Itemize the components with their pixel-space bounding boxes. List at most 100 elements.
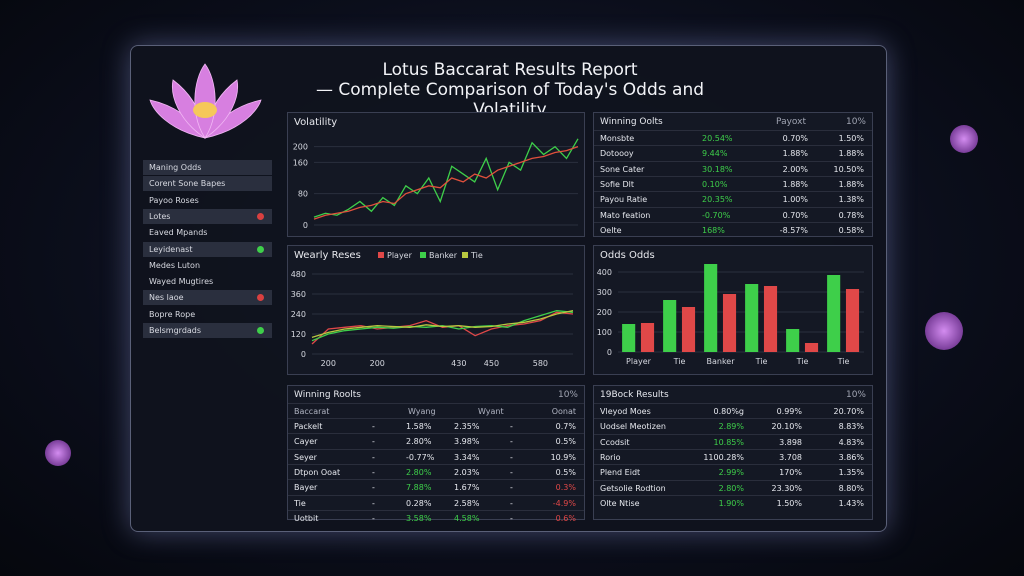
panel-title: Wearly Reses [294,250,361,261]
table-cell: Cayer [294,437,318,447]
x-tick-label: Player [626,357,652,366]
line-series [313,146,579,220]
x-tick-label: 430 [451,359,466,368]
y-tick-label: 100 [597,328,612,337]
sidebar-item: Eaved Mpands [143,225,272,240]
y-tick-label: 200 [597,308,612,317]
odds-panel: Odds Odds 0 100 200 300 400 Player Tie Banker Tie… [593,245,873,375]
bar [663,300,677,352]
table-row: Tie - 0.28% 2.58% - -4.9% [288,494,584,511]
table-cell: - [510,422,513,431]
table-cell: 0.58% [838,225,864,235]
table-cell: 1.38% [838,195,864,205]
x-tick-label: Tie [796,357,809,366]
x-tick-label: 580 [533,359,548,368]
table-cell: - [510,467,513,477]
x-tick-label: Tie [837,357,850,366]
table-cell: 1.88% [782,149,808,159]
table-cell: Plend Eidt [600,468,641,478]
table-cell: 1.88% [838,179,864,189]
legend-label: Banker [429,251,458,260]
table-cell: 0.70% [782,210,808,220]
table-cell: - [510,483,513,493]
table-cell: 2.35% [454,422,480,431]
table-row: Monsbte 20.54% 0.70% 1.50% [594,130,872,146]
table-cell: Tie [294,498,306,508]
table-cell: - [510,513,513,523]
table-columns: Baccarat Wyang Wyant Oonat [288,403,584,419]
table-cell: 0.5% [555,467,576,477]
y-tick-label: 200 [293,143,308,152]
table-cell: 23.30% [771,483,802,493]
column-header: Oonat [551,407,576,416]
table-cell: 3.898 [779,437,802,447]
y-tick-label: 0 [303,221,308,230]
table-cell: 20.70% [833,407,864,416]
sidebar-item: Maning Odds [143,160,272,175]
table-cell: 4.83% [838,437,864,447]
table-cell: Getsolie Rodtion [600,483,666,493]
table-cell: 0.78% [838,210,864,220]
table-row: Uotbit - 3.58% 4.58% - 0.6% [288,509,584,526]
y-tick-label: 80 [298,190,308,199]
sidebar-item: Wayed Mugtires [143,274,272,289]
status-dot [257,294,264,302]
sidebar-label: Maning Odds [149,163,202,172]
bar [704,264,718,352]
table-row: Getsolie Rodtion 2.80% 23.30% 8.80% [594,479,872,496]
table-cell: 10.9% [550,452,576,462]
table-row: Payou Ratie 20.35% 1.00% 1.38% [594,191,872,207]
decor-orb [950,125,978,153]
x-tick-label: Banker [706,357,735,366]
lotus-logo [149,63,262,139]
table-cell: 8.80% [838,483,864,493]
table-cell: Sofie Dlt [600,179,634,189]
table-header: Winning Oolts Payoxt 10% [594,115,872,130]
table-cell: 30.18% [702,164,733,174]
table-row: Packelt - 1.58% 2.35% - 0.7% [288,418,584,434]
table-cell: - [372,483,375,493]
y-tick-label: 360 [291,290,306,299]
header-cell: Winning Roolts [294,390,361,400]
y-tick-label: 160 [293,158,308,167]
table-cell: 3.86% [838,452,864,462]
table-cell: - [372,452,375,462]
sidebar-label: Leyidenast [149,244,193,254]
table-row: Rorio 1100.28% 3.708 3.86% [594,448,872,465]
y-tick-label: 240 [291,310,306,319]
header-cell: 10% [557,390,578,400]
sidebar-item: Lotes [143,208,272,224]
table-cell: 1.35% [838,468,864,478]
table-row: Cayer - 2.80% 3.98% - 0.5% [288,433,584,449]
table-cell: - [372,513,375,523]
status-dot [257,327,264,334]
legend-label: Player [387,251,413,260]
table-cell: - [510,437,513,447]
volatility-panel: Volatility 0 80 160 200 [287,112,585,237]
table-row: Dotoooy 9.44% 1.88% 1.88% [594,145,872,161]
table-cell: 0.28% [406,498,432,508]
sidebar-label: Bopre Rope [149,309,196,319]
table-cell: 0.80%g [713,407,745,416]
table-cell: 7.88% [406,483,432,493]
winning-results-panel: Winning Roolts 10% Baccarat Wyang Wyant Oonat… [287,385,585,523]
table-cell: 1.88% [782,179,808,189]
table-cell: 10.85% [713,437,744,447]
status-dot [257,245,264,253]
line-series [313,138,579,218]
table-cell: Uotbit [294,513,319,523]
table-cell: -0.70% [702,210,731,220]
line-series [311,310,574,342]
bar [827,275,841,352]
legend-swatch [378,252,384,258]
table-cell: 1100.28% [703,452,744,462]
table-cell: - [510,452,513,462]
x-tick-label: 200 [321,359,336,368]
legend-label: Tie [470,251,483,260]
sidebar-item: Belsmgrdads [143,323,272,338]
decor-orb [925,312,963,350]
table-cell: 2.80% [406,467,432,477]
bar [786,329,800,352]
table-cell: - [372,422,375,431]
